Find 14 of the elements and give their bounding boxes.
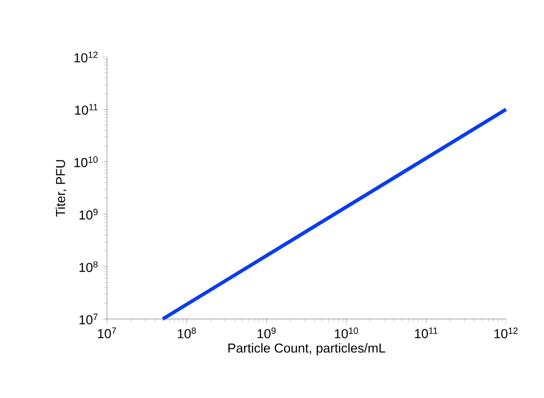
y-tick-label: 10$^{11}$ — [75, 104, 98, 115]
x-tick-label: 10$^{10}$ — [334, 328, 358, 338]
x-tick-label: 10$^{11}$ — [415, 328, 438, 338]
y-tick-label: 10$^{10}$ — [74, 156, 98, 168]
x-tick-label: 10$^{7}$ — [98, 328, 116, 338]
x-tick-label: 10$^{12}$ — [494, 328, 518, 338]
y-tick-label: 10$^{8}$ — [80, 261, 98, 272]
y-tick-label: 10$^{12}$ — [74, 52, 98, 62]
x-axis-title: Particle Count, particles/mL — [228, 343, 386, 356]
y-axis-title: Titer, PFU — [56, 160, 67, 217]
x-tick-label: 10$^{9}$ — [258, 328, 276, 338]
y-tick-label: 10$^{9}$ — [80, 208, 98, 220]
x-tick-label: 10$^{8}$ — [178, 328, 196, 338]
y-tick-label: 10$^{7}$ — [80, 314, 98, 324]
